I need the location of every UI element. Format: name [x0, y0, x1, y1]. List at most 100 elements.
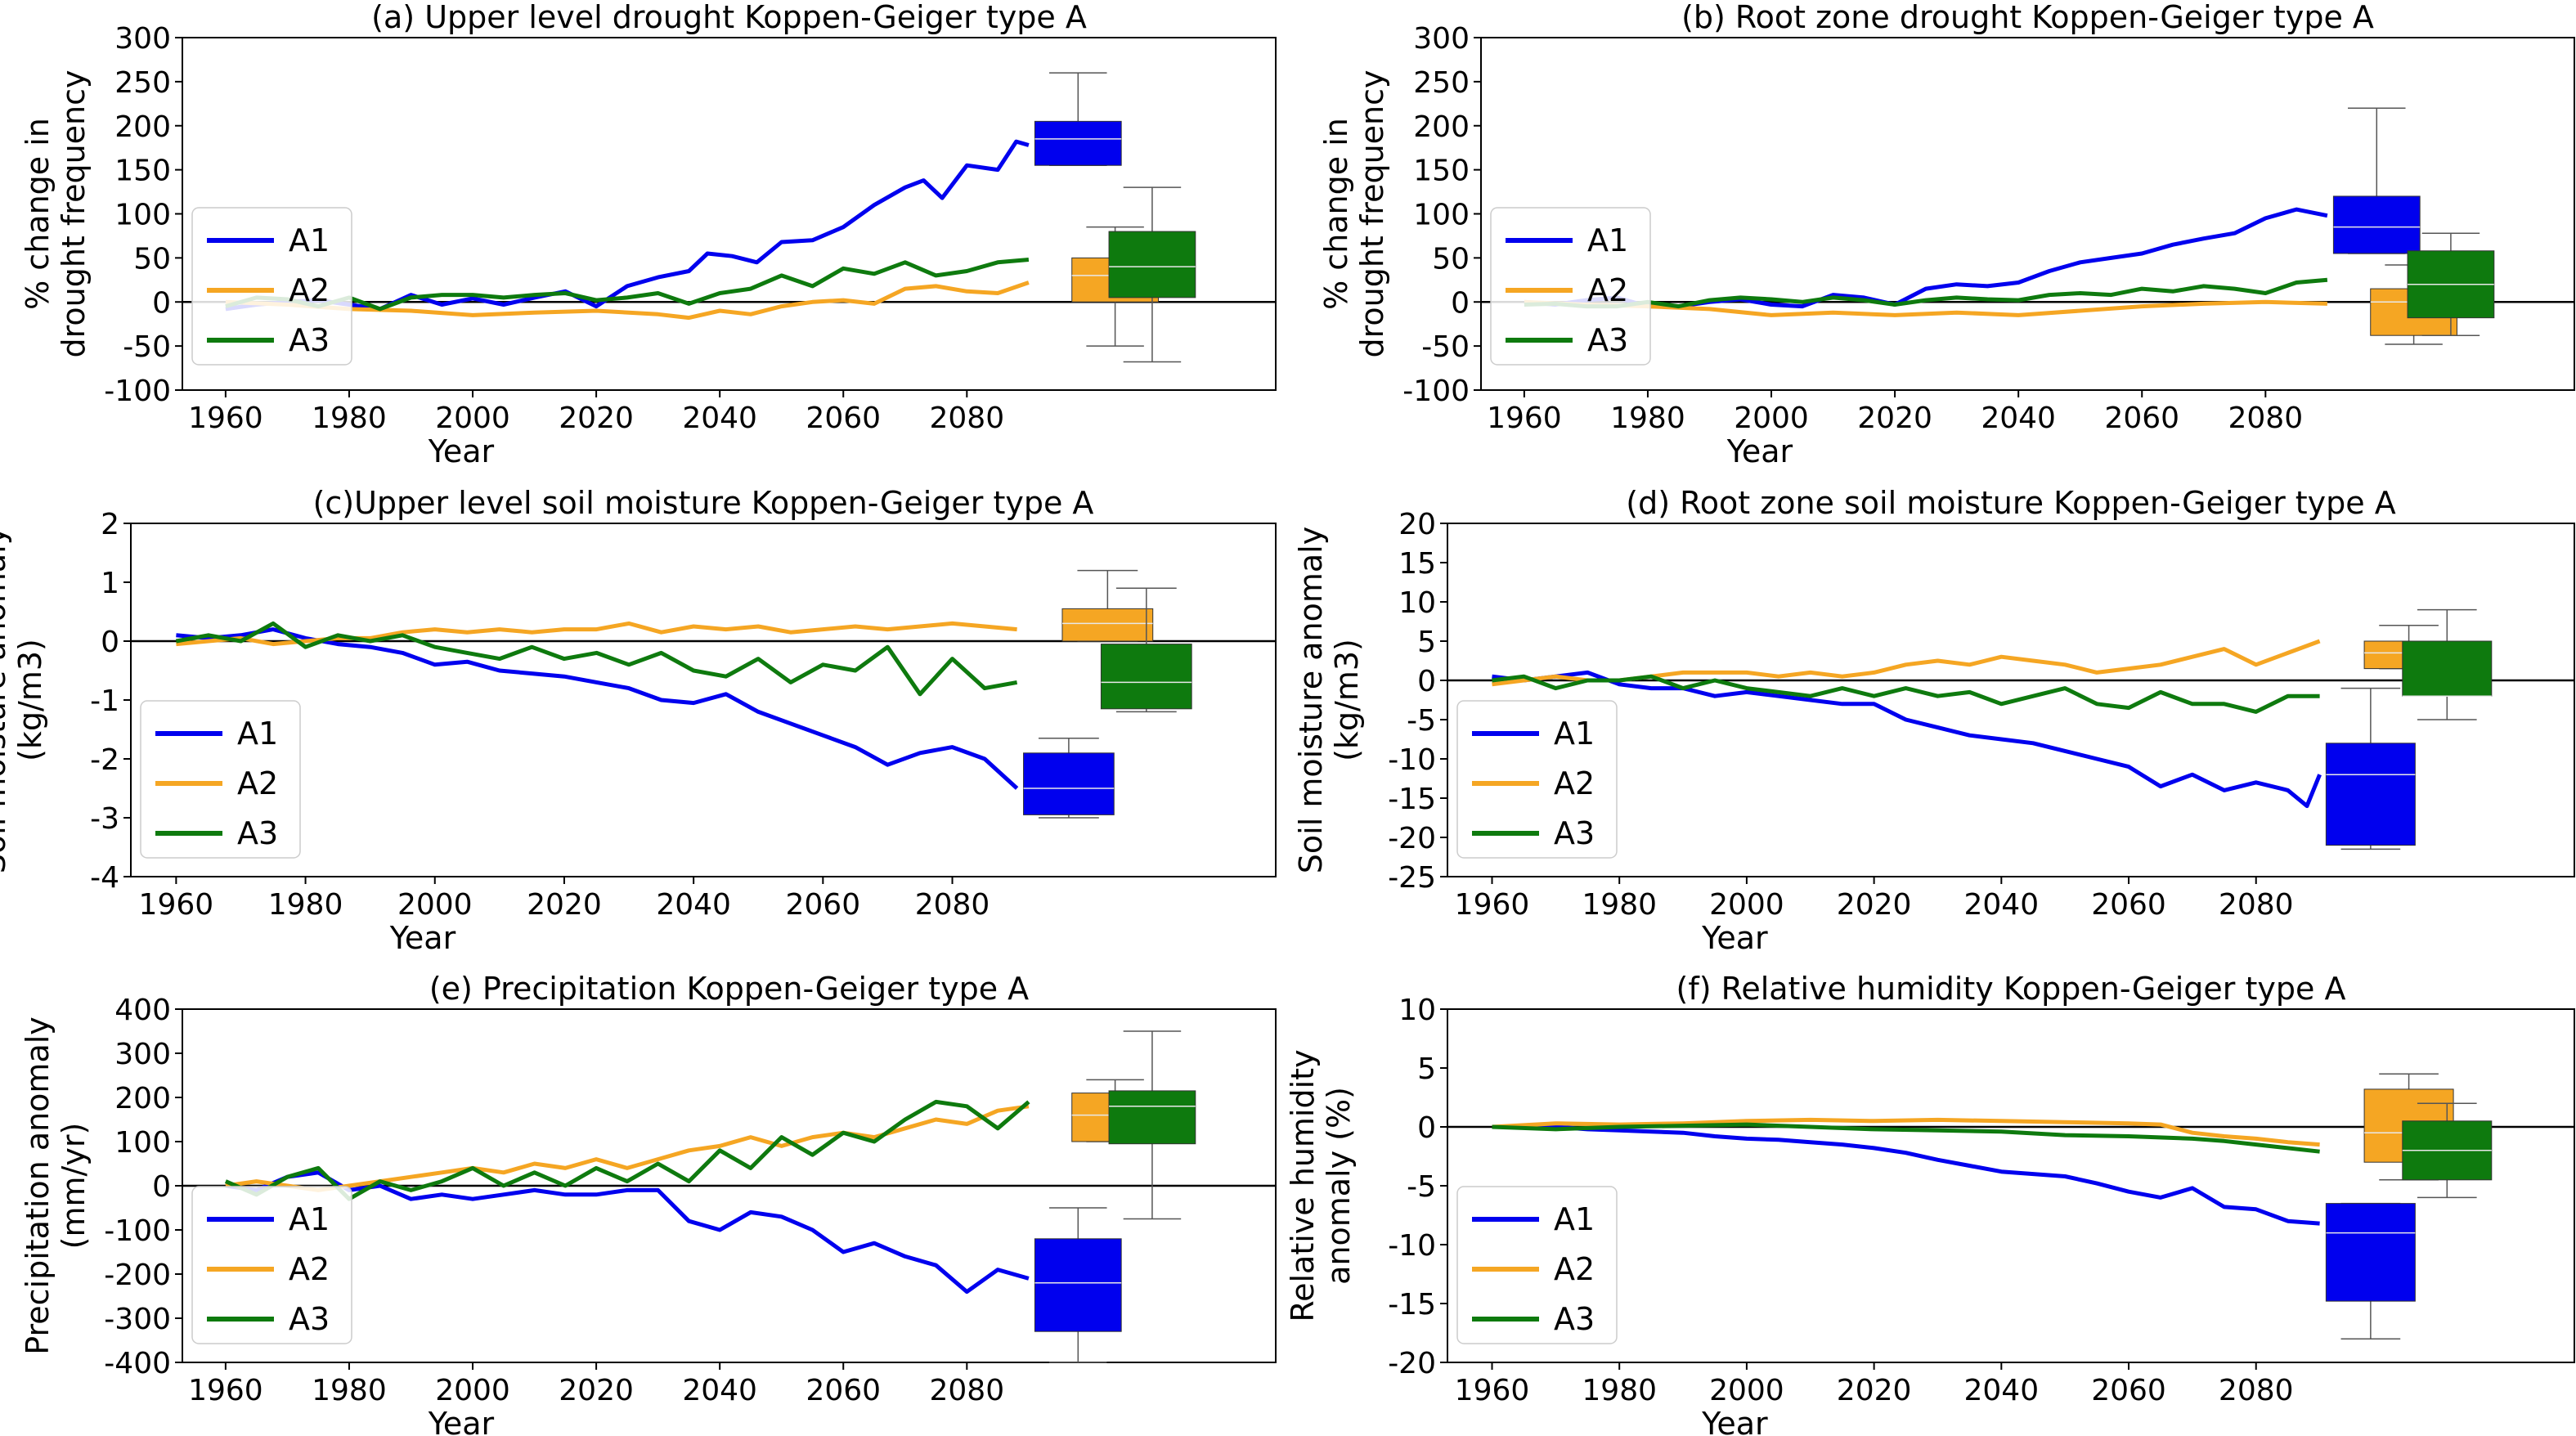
series-line-a3	[175, 621, 1018, 697]
x-axis-label: Year	[1726, 433, 1793, 469]
x-tick-label: 2040	[1964, 1374, 2040, 1407]
x-tick-label: 2060	[2091, 1374, 2166, 1407]
series-line-a3	[224, 1099, 1030, 1201]
y-axis-label-line2: (mm/yr)	[56, 1123, 92, 1250]
x-axis-label: Year	[428, 433, 495, 469]
legend-box	[1490, 207, 1651, 366]
legend-label-a1: A1	[1554, 1201, 1595, 1237]
plot-frame	[1447, 523, 2575, 877]
series-line-a3	[225, 258, 1030, 312]
y-tick-label: -300	[104, 1303, 171, 1336]
y-axis-label-line1: Relative humidity	[1285, 1049, 1321, 1322]
y-tick-label: 200	[114, 110, 171, 144]
y-tick-label: 0	[152, 1170, 171, 1204]
panel-f: (f) Relative humidity Koppen-Geiger type…	[1285, 971, 2575, 1436]
y-tick-label: -3	[90, 802, 119, 836]
legend-box	[191, 1186, 352, 1344]
box-a3	[1100, 644, 1192, 710]
y-tick-label: 1	[101, 567, 119, 600]
x-tick-label: 2000	[1709, 888, 1784, 922]
y-tick-label: 5	[1417, 626, 1436, 659]
y-tick-label: -400	[104, 1347, 171, 1380]
panel-title: (c)Upper level soil moisture Koppen-Geig…	[313, 485, 1094, 521]
y-axis-label-line1: % change in	[1318, 118, 1354, 310]
x-tick-label: 2040	[1964, 888, 2040, 922]
legend-label-a3: A3	[289, 1301, 330, 1337]
x-tick-label: 1980	[1582, 1374, 1657, 1407]
legend-label-a1: A1	[1554, 716, 1595, 752]
x-tick-label: 1980	[312, 1374, 387, 1407]
series-line-a1	[1492, 670, 2322, 809]
x-tick-label: 2060	[2091, 888, 2166, 922]
y-tick-label: -200	[104, 1259, 171, 1292]
legend-label-a2: A2	[1587, 272, 1628, 308]
x-tick-label: 1980	[1610, 402, 1685, 435]
y-tick-label: 100	[1413, 199, 1470, 232]
y-tick-label: 0	[1417, 665, 1436, 698]
x-tick-label: 1960	[1455, 888, 1530, 922]
x-tick-label: 2080	[2219, 1374, 2294, 1407]
y-tick-label: -100	[104, 1214, 171, 1248]
legend-box	[1456, 700, 1618, 859]
y-tick-label: -5	[1407, 1170, 1436, 1204]
x-axis-label: Year	[1701, 1406, 1768, 1436]
legend-label-a1: A1	[289, 222, 330, 258]
series-line-a2	[225, 280, 1030, 321]
legend-label-a2: A2	[289, 1251, 330, 1287]
legend-label-a3: A3	[289, 322, 330, 358]
y-tick-label: 2	[101, 508, 119, 541]
y-tick-label: 150	[114, 155, 171, 188]
y-tick-label: 0	[101, 626, 119, 659]
box-a1	[2325, 1203, 2416, 1302]
y-axis-label-line1: Soil moisture anomaly	[1293, 527, 1329, 873]
legend-box	[140, 700, 301, 859]
legend-label-a2: A2	[289, 272, 330, 308]
y-axis-label-line1: Soil moisture anomaly	[0, 527, 12, 873]
y-tick-label: 20	[1398, 508, 1436, 541]
x-tick-label: 2040	[1981, 402, 2056, 435]
y-tick-label: -15	[1388, 783, 1436, 816]
box-a1	[1023, 752, 1115, 815]
x-tick-label: 2040	[682, 1374, 757, 1407]
box-a1	[1034, 120, 1122, 166]
panel-d: (d) Root zone soil moisture Koppen-Geige…	[1293, 485, 2575, 956]
x-tick-label: 2080	[915, 888, 990, 922]
y-tick-label: 200	[114, 1082, 171, 1115]
y-tick-label: 100	[114, 1126, 171, 1160]
panel-title: (a) Upper level drought Koppen-Geiger ty…	[371, 0, 1087, 35]
x-tick-label: 2020	[527, 888, 602, 922]
x-tick-label: 1960	[1455, 1374, 1530, 1407]
legend-label-a1: A1	[289, 1201, 330, 1237]
x-tick-label: 2020	[1857, 402, 1932, 435]
y-tick-label: -50	[1421, 330, 1470, 364]
legend-label-a1: A1	[1587, 222, 1628, 258]
box-a1	[1034, 1238, 1122, 1332]
series-line-a2	[1524, 299, 2327, 317]
y-axis-label-line1: % change in	[20, 118, 56, 310]
y-tick-label: -50	[123, 330, 171, 364]
panel-e: (e) Precipitation Koppen-Geiger type A 19…	[20, 971, 1277, 1436]
x-tick-label: 2000	[397, 888, 473, 922]
x-axis-label: Year	[428, 1406, 495, 1436]
y-tick-label: 300	[1413, 22, 1470, 56]
panel-title: (e) Precipitation Koppen-Geiger type A	[429, 971, 1029, 1007]
x-tick-label: 2080	[2219, 888, 2294, 922]
box-a1	[2325, 743, 2416, 846]
y-tick-label: -25	[1388, 861, 1436, 895]
legend-label-a3: A3	[1554, 815, 1595, 851]
x-tick-label: 1960	[188, 1374, 263, 1407]
x-tick-label: 2020	[1837, 1374, 1912, 1407]
y-axis-label-line2: anomaly (%)	[1321, 1087, 1357, 1285]
y-tick-label: 50	[1432, 242, 1470, 276]
box-a3	[1108, 231, 1196, 298]
series-line-a3	[1492, 674, 2320, 714]
y-tick-label: 50	[133, 242, 171, 276]
y-tick-label: -100	[1402, 375, 1470, 408]
y-tick-label: -4	[90, 861, 119, 895]
x-tick-label: 2060	[806, 402, 881, 435]
x-tick-label: 1960	[1487, 402, 1562, 435]
y-tick-label: -100	[104, 375, 171, 408]
x-tick-label: 1980	[268, 888, 343, 922]
series-line-a3	[1524, 277, 2328, 309]
